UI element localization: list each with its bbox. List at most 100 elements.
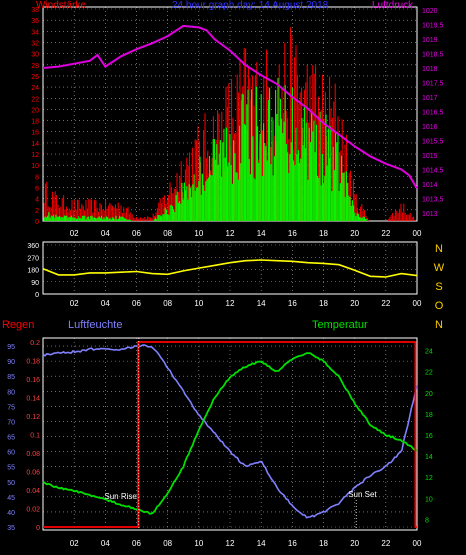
direction-y-tick-label: 180 bbox=[27, 268, 39, 275]
humidity-y-tick-label: 85 bbox=[7, 374, 15, 381]
wind-axis-label: Windstärke bbox=[36, 0, 87, 11]
rain-y-tick-label: 0.2 bbox=[30, 340, 40, 347]
direction-y-tick-label: 360 bbox=[27, 243, 39, 250]
pressure-axis-label: Luftdruck bbox=[372, 0, 414, 11]
pressure-y-tick-label: 1014.5 bbox=[422, 168, 444, 175]
temperature-y-tick-label: 8 bbox=[425, 517, 429, 524]
chart-title: 24 hour graph day: 14 August 2018 bbox=[172, 0, 329, 11]
direction-panel-x-tick-label: 12 bbox=[226, 299, 235, 308]
humidity-y-tick-label: 55 bbox=[7, 465, 15, 472]
wind-direction-line bbox=[42, 259, 418, 278]
rain-y-tick-label: 0 bbox=[36, 525, 40, 532]
temperature-y-tick-label: 12 bbox=[425, 475, 433, 482]
sunset-label: Sun Set bbox=[348, 490, 377, 499]
wind-y-tick-label: 38 bbox=[31, 7, 39, 14]
temperature-y-tick-label: 18 bbox=[425, 412, 433, 419]
wind-y-tick-label: 18 bbox=[31, 119, 39, 126]
humidity-line bbox=[42, 344, 418, 519]
wind-panel-x-tick-label: 02 bbox=[70, 229, 79, 238]
wind-panel-x-tick-label: 22 bbox=[381, 229, 390, 238]
direction-panel-x-tick-label: 04 bbox=[101, 299, 110, 308]
climate-panel-x-tick-label: 20 bbox=[350, 539, 359, 548]
direction-panel-x-tick-label: 16 bbox=[288, 299, 297, 308]
pressure-y-tick-label: 1015 bbox=[422, 153, 438, 160]
climate-panel-x-tick-label: 12 bbox=[226, 539, 235, 548]
compass-label: O bbox=[435, 300, 444, 312]
wind-y-tick-label: 32 bbox=[31, 40, 39, 47]
temperature-label: Temperatur bbox=[312, 319, 368, 331]
temperature-y-tick-label: 22 bbox=[425, 370, 433, 377]
wind-y-tick-label: 22 bbox=[31, 96, 39, 103]
wind-y-tick-label: 10 bbox=[31, 163, 39, 170]
wind-y-tick-label: 0 bbox=[35, 219, 39, 226]
direction-y-tick-label: 0 bbox=[35, 292, 39, 299]
humidity-label: Luftfeuchte bbox=[68, 319, 123, 331]
direction-panel-x-tick-label: 20 bbox=[350, 299, 359, 308]
rain-y-tick-label: 0.02 bbox=[26, 507, 40, 514]
rain-y-tick-label: 0.18 bbox=[26, 359, 40, 366]
wind-y-tick-label: 8 bbox=[35, 174, 39, 181]
wind-y-tick-label: 28 bbox=[31, 63, 39, 70]
temperature-line bbox=[42, 352, 418, 515]
climate-panel-x-tick-label: 14 bbox=[257, 539, 266, 548]
temperature-y-tick-label: 24 bbox=[425, 349, 433, 356]
humidity-y-tick-label: 60 bbox=[7, 450, 15, 457]
pressure-y-tick-label: 1016.5 bbox=[422, 110, 444, 117]
direction-panel-x-tick-label: 18 bbox=[319, 299, 328, 308]
humidity-y-tick-label: 65 bbox=[7, 435, 15, 442]
wind-panel-x-tick-label: 04 bbox=[101, 229, 110, 238]
humidity-y-tick-label: 35 bbox=[7, 525, 15, 532]
direction-panel-x-tick-label: 08 bbox=[163, 299, 172, 308]
wind-panel-x-tick-label: 14 bbox=[257, 229, 266, 238]
direction-panel-x-tick-label: 06 bbox=[132, 299, 141, 308]
pressure-line bbox=[42, 24, 418, 189]
rain-y-tick-label: 0.08 bbox=[26, 451, 40, 458]
compass-label: N bbox=[435, 243, 443, 255]
direction-panel-x-tick-label: 10 bbox=[194, 299, 203, 308]
direction-panel-frame bbox=[42, 241, 418, 295]
pressure-y-tick-label: 1019.5 bbox=[422, 23, 444, 30]
climate-panel-x-tick-label: 02 bbox=[70, 539, 79, 548]
rain-y-tick-label: 0.16 bbox=[26, 377, 40, 384]
climate-panel-x-tick-label: 08 bbox=[163, 539, 172, 548]
humidity-y-tick-label: 90 bbox=[7, 359, 15, 366]
humidity-y-tick-label: 40 bbox=[7, 510, 15, 517]
rain-y-tick-label: 0.06 bbox=[26, 470, 40, 477]
wind-y-tick-label: 4 bbox=[35, 197, 39, 204]
wind-y-tick-label: 34 bbox=[31, 29, 39, 36]
wind-y-tick-label: 30 bbox=[31, 52, 39, 59]
direction-y-tick-label: 270 bbox=[27, 255, 39, 262]
direction-y-tick-label: 90 bbox=[31, 280, 39, 287]
wind-panel-x-tick-label: 18 bbox=[319, 229, 328, 238]
humidity-y-tick-label: 70 bbox=[7, 419, 15, 426]
rain-y-tick-label: 0.04 bbox=[26, 488, 40, 495]
humidity-y-tick-label: 80 bbox=[7, 389, 15, 396]
wind-y-tick-label: 6 bbox=[35, 186, 39, 193]
temperature-y-tick-label: 20 bbox=[425, 391, 433, 398]
temperature-y-tick-label: 10 bbox=[425, 496, 433, 503]
wind-panel-x-tick-label: 00 bbox=[413, 229, 422, 238]
climate-panel-x-tick-label: 04 bbox=[101, 539, 110, 548]
climate-panel-x-tick-label: 00 bbox=[413, 539, 422, 548]
wind-y-tick-label: 2 bbox=[35, 208, 39, 215]
wind-y-tick-label: 12 bbox=[31, 152, 39, 159]
pressure-y-tick-label: 1016 bbox=[422, 124, 438, 131]
pressure-y-tick-label: 1017 bbox=[422, 95, 438, 102]
pressure-y-tick-label: 1017.5 bbox=[422, 81, 444, 88]
humidity-y-tick-label: 75 bbox=[7, 404, 15, 411]
wind-y-tick-label: 20 bbox=[31, 107, 39, 114]
wind-panel-x-tick-label: 16 bbox=[288, 229, 297, 238]
pressure-y-tick-label: 1019 bbox=[422, 37, 438, 44]
pressure-y-tick-label: 1013 bbox=[422, 211, 438, 218]
temperature-y-tick-label: 14 bbox=[425, 454, 433, 461]
wind-y-tick-label: 16 bbox=[31, 130, 39, 137]
humidity-y-tick-label: 50 bbox=[7, 480, 15, 487]
pressure-y-tick-label: 1013.5 bbox=[422, 197, 444, 204]
wind-panel-x-tick-label: 08 bbox=[163, 229, 172, 238]
rain-y-tick-label: 0.14 bbox=[26, 396, 40, 403]
rain-y-tick-label: 0.12 bbox=[26, 414, 40, 421]
compass-label: W bbox=[434, 262, 445, 274]
wind-y-tick-label: 36 bbox=[31, 18, 39, 25]
wind-y-tick-label: 24 bbox=[31, 85, 39, 92]
